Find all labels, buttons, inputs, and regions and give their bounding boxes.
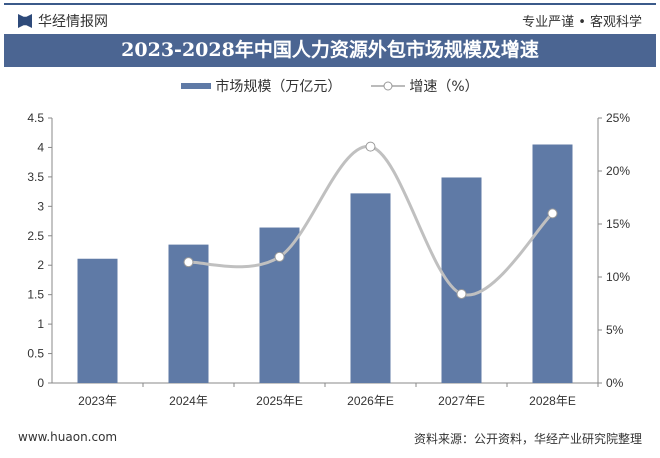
chart-area: 0 0.5 1 1.5 2 2.5 3 3.5 4 4.5 0% 5% 10% 15% 20% 25% 2023…: [27, 111, 630, 408]
legend-bar-label: 市场规模（万亿元）: [215, 79, 342, 95]
left-tick-label: 4.5: [27, 111, 44, 125]
brand: 华经情报网: [18, 11, 108, 31]
website: www.huaon.com: [18, 430, 118, 444]
left-tick-label: 2: [37, 258, 44, 272]
growth-line: [188, 145, 554, 297]
right-tick-label: 25%: [606, 111, 630, 125]
left-tick-label: 2.5: [27, 229, 44, 243]
legend-line: 增速（%）: [371, 76, 479, 96]
growth-point: [547, 208, 558, 219]
x-tick-label: 2025年E: [256, 394, 303, 408]
brand-name: 华经情报网: [38, 14, 108, 30]
left-tick-label: 3: [37, 199, 44, 213]
x-tick-label: 2028年E: [529, 394, 576, 408]
left-tick-label: 3.5: [27, 170, 44, 184]
bar: [259, 227, 300, 383]
bar: [168, 244, 209, 383]
right-tick-label: 0%: [606, 376, 624, 390]
growth-point: [365, 141, 376, 152]
left-tick-label: 0: [37, 376, 44, 390]
right-tick-label: 20%: [606, 164, 630, 178]
growth-point: [274, 251, 285, 262]
right-tick-label: 10%: [606, 270, 630, 284]
logo-icon: [18, 14, 32, 28]
bar-swatch-icon: [181, 83, 212, 89]
line-swatch-icon: [371, 81, 406, 91]
bar: [532, 144, 573, 383]
source-note: 资料来源：公开资料，华经产业研究院整理: [413, 432, 642, 446]
x-tick-label: 2027年E: [438, 394, 485, 408]
top-rule: [4, 3, 656, 5]
chart-title: 2023-2028年中国人力资源外包市场规模及增速: [4, 34, 656, 67]
growth-point: [456, 288, 467, 299]
bar: [350, 193, 391, 383]
right-tick-label: 15%: [606, 217, 630, 231]
right-tick-label: 5%: [606, 323, 624, 337]
slogan: 专业严谨 • 客观科学: [522, 15, 642, 30]
left-tick-label: 1: [37, 317, 44, 331]
x-tick-label: 2023年: [78, 394, 117, 408]
left-tick-label: 0.5: [27, 347, 44, 361]
growth-point: [183, 257, 194, 268]
left-tick-label: 4: [37, 140, 44, 154]
legend: 市场规模（万亿元） 增速（%）: [0, 76, 660, 96]
legend-line-label: 增速（%）: [409, 79, 479, 95]
legend-bar: 市场规模（万亿元）: [181, 76, 341, 96]
x-tick-label: 2024年: [169, 394, 208, 408]
bar: [77, 258, 118, 383]
left-tick-label: 1.5: [27, 288, 44, 302]
x-tick-label: 2026年E: [347, 394, 394, 408]
